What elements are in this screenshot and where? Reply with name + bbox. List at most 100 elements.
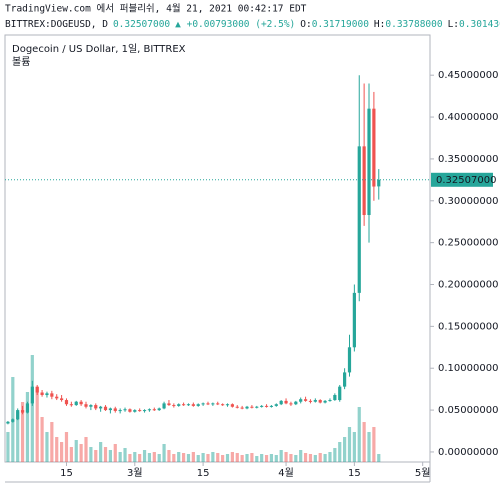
candle-body bbox=[201, 403, 205, 405]
volume-bar bbox=[157, 454, 161, 462]
candle-body bbox=[11, 419, 15, 422]
volume-bar bbox=[250, 453, 254, 462]
plot-area bbox=[5, 75, 430, 462]
candle-body bbox=[69, 404, 73, 406]
volume-bar bbox=[133, 452, 137, 462]
volume-bar bbox=[289, 454, 293, 462]
candle-body bbox=[79, 401, 83, 405]
symbol-line: BITTREX:DOGEUSD, D 0.32507000 ▲ +0.0079300… bbox=[5, 19, 500, 30]
volume-bar bbox=[235, 453, 239, 462]
candle-body bbox=[142, 410, 147, 412]
y-tick-label: 0.00000000 bbox=[438, 447, 498, 458]
x-tick-label: 3월 bbox=[127, 467, 143, 479]
volume-bar bbox=[230, 452, 234, 462]
candle-body bbox=[30, 386, 34, 404]
volume-label: 볼륨 bbox=[12, 56, 30, 68]
volume-bar bbox=[323, 454, 327, 462]
candle-body bbox=[113, 408, 117, 411]
volume-bar bbox=[352, 432, 356, 462]
y-tick-label: 0.25000000 bbox=[438, 238, 498, 249]
x-tick-label: 15 bbox=[60, 468, 73, 479]
volume-bar bbox=[172, 454, 176, 462]
candle-body bbox=[89, 405, 93, 407]
price: 0.32507000 bbox=[113, 19, 170, 30]
candle-body bbox=[318, 400, 322, 403]
volume-bar bbox=[377, 454, 381, 462]
candle-body bbox=[118, 410, 122, 412]
volume-bar bbox=[84, 437, 88, 462]
volume-bar bbox=[328, 452, 332, 462]
volume-bar bbox=[274, 455, 278, 462]
candle-body bbox=[191, 404, 195, 406]
candle-body bbox=[308, 400, 313, 402]
volume-bar bbox=[343, 437, 347, 462]
volume-bar bbox=[181, 453, 186, 462]
volume-bar bbox=[147, 453, 152, 462]
volume-bar bbox=[269, 454, 274, 462]
x-tick-label: 4월 bbox=[278, 467, 294, 479]
field-value: 0.31719000 bbox=[312, 19, 369, 30]
candle-body bbox=[103, 406, 108, 411]
candle-body bbox=[196, 404, 200, 406]
x-tick-label: 5월 bbox=[415, 467, 431, 479]
candle-body bbox=[357, 146, 361, 293]
candle-body bbox=[260, 405, 264, 407]
y-tick-label: 0.45000000 bbox=[438, 70, 498, 81]
volume-bar bbox=[113, 444, 117, 462]
volume-bar bbox=[177, 452, 181, 462]
published-line: TradingView.com 에서 퍼블리쉬, 4월 21, 2021 00:… bbox=[5, 3, 307, 15]
last-price-box bbox=[431, 172, 493, 187]
volume-bar bbox=[240, 455, 244, 462]
volume-bar bbox=[142, 450, 147, 462]
volume-bar bbox=[186, 454, 191, 462]
candle-body bbox=[206, 403, 210, 405]
volume-bar bbox=[299, 450, 303, 462]
volume-bar bbox=[69, 447, 73, 462]
y-tick-label: 0.40000000 bbox=[438, 112, 498, 123]
volume-bar bbox=[55, 437, 59, 462]
y-tick-label: 0.10000000 bbox=[438, 363, 498, 374]
volume-bar bbox=[284, 452, 288, 462]
candle-body bbox=[294, 401, 298, 405]
candle-body bbox=[343, 372, 347, 387]
volume-bar bbox=[152, 452, 156, 462]
candle-body bbox=[216, 403, 220, 405]
candle-body bbox=[74, 401, 78, 406]
volume-bar bbox=[40, 417, 44, 462]
symbol: BITTREX:DOGEUSD, D bbox=[5, 19, 108, 30]
candle-body bbox=[269, 405, 274, 407]
x-tick-label: 15 bbox=[197, 468, 210, 479]
chart-title: Dogecoin / US Dollar, 1일, BITTREX bbox=[12, 43, 186, 55]
volume-bar bbox=[6, 432, 10, 462]
volume-bar bbox=[103, 447, 108, 462]
candle-body bbox=[362, 146, 366, 216]
candle-body bbox=[94, 405, 98, 409]
candle-body bbox=[45, 393, 49, 396]
candle-body bbox=[16, 410, 20, 420]
field-key: O: bbox=[300, 19, 311, 30]
volume-bar bbox=[211, 452, 215, 462]
candle-body bbox=[230, 404, 234, 407]
volume-bar bbox=[216, 453, 220, 462]
volume-bar bbox=[60, 442, 64, 462]
volume-bar bbox=[318, 453, 322, 462]
candle-body bbox=[181, 404, 186, 406]
volume-bar bbox=[16, 412, 20, 462]
candle-body bbox=[299, 399, 303, 402]
y-tick-label: 0.05000000 bbox=[438, 405, 498, 416]
candle-body bbox=[328, 400, 332, 402]
y-tick-label: 0.20000000 bbox=[438, 280, 498, 291]
volume-bar bbox=[303, 453, 308, 462]
change: ▲ +0.00793000 (+2.5%) bbox=[175, 19, 295, 30]
volume-bar bbox=[50, 422, 54, 462]
volume-bar bbox=[294, 455, 298, 462]
candle-body bbox=[255, 406, 259, 408]
volume-bar bbox=[225, 454, 230, 462]
volume-bar bbox=[118, 452, 122, 462]
volume-bar bbox=[108, 450, 112, 462]
candle-body bbox=[6, 421, 10, 424]
candle-body bbox=[147, 409, 152, 411]
candle-body bbox=[245, 406, 249, 409]
volume-bar bbox=[99, 442, 103, 462]
candle-body bbox=[347, 347, 352, 373]
